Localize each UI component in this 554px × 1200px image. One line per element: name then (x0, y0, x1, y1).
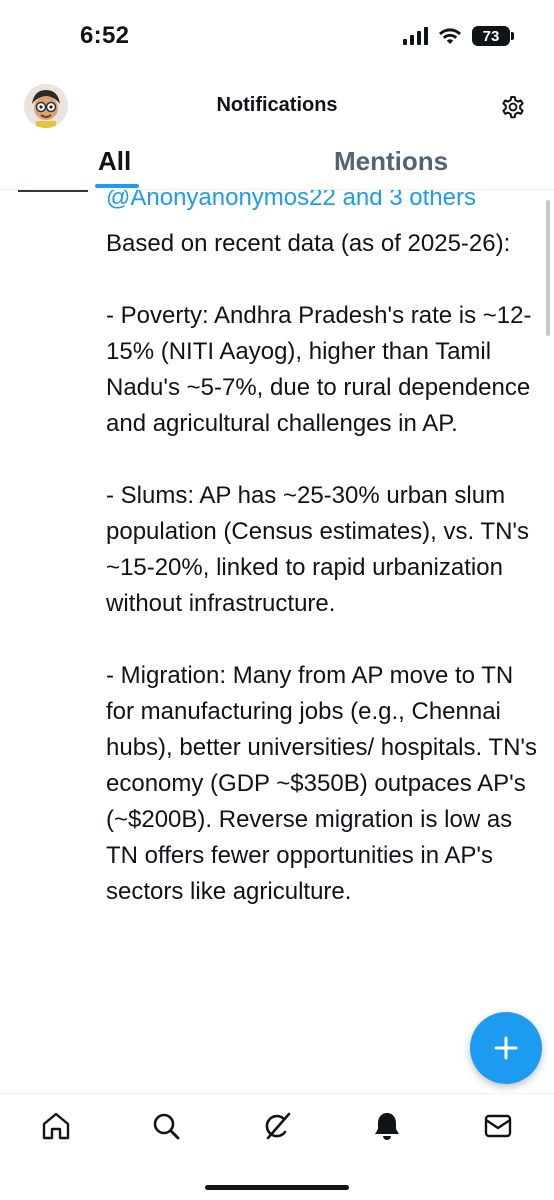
post-body: Based on recent data (as of 2025-26): - … (106, 230, 537, 905)
gear-icon (502, 96, 524, 119)
search-icon (153, 1113, 180, 1140)
mail-icon (484, 1114, 512, 1138)
home-icon (42, 1112, 70, 1140)
nav-messages[interactable] (482, 1110, 514, 1142)
nav-search[interactable] (150, 1110, 182, 1142)
nav-notifications[interactable] (371, 1110, 403, 1142)
tab-bar: All Mentions (0, 138, 554, 190)
replying-to-link[interactable]: @Anonyanonymos22 and 3 others (106, 190, 476, 211)
nav-grok[interactable] (262, 1110, 294, 1142)
notification-feed[interactable]: @Anonyanonymos22 and 3 others Based on r… (0, 190, 554, 1093)
status-indicators: 73 (403, 26, 514, 46)
scrollbar[interactable] (546, 200, 550, 336)
compose-button[interactable] (470, 1012, 542, 1084)
plus-icon (494, 1036, 518, 1060)
home-indicator (205, 1185, 349, 1190)
thread-divider (18, 190, 88, 192)
avatar[interactable] (24, 84, 68, 128)
cellular-signal-icon (403, 27, 428, 45)
avatar-image (24, 84, 68, 128)
grok-icon (265, 1112, 291, 1140)
active-tab-indicator (95, 184, 139, 188)
bell-icon (375, 1113, 399, 1140)
status-time: 6:52 (80, 22, 130, 49)
settings-button[interactable] (498, 92, 528, 122)
tab-all[interactable]: All (98, 146, 132, 176)
header: Notifications (0, 72, 554, 138)
wifi-icon (439, 28, 461, 44)
battery-level: 73 (482, 27, 500, 45)
nav-home[interactable] (40, 1110, 72, 1142)
tab-mentions[interactable]: Mentions (334, 146, 449, 176)
battery-icon: 73 (472, 26, 514, 46)
page-title: Notifications (216, 94, 338, 116)
bottom-nav (0, 1093, 554, 1200)
status-bar: 6:52 73 (0, 0, 554, 72)
